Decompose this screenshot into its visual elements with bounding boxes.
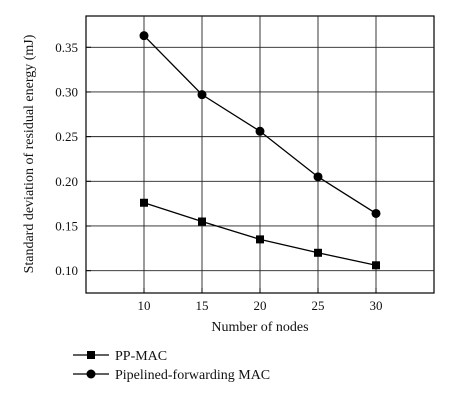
- y-tick-label: 0.10: [55, 263, 78, 278]
- x-tick-label: 30: [370, 298, 383, 313]
- y-tick-label: 0.35: [55, 40, 78, 55]
- x-axis-title: Number of nodes: [211, 320, 308, 335]
- grid-lines: [86, 16, 434, 293]
- legend-label-pipelined-forwarding-mac: Pipelined-forwarding MAC: [115, 368, 270, 383]
- data-point-pipelined-forwarding-mac: [371, 208, 381, 218]
- data-point-pipelined-forwarding-mac: [313, 172, 323, 182]
- data-point-pp-mac: [198, 217, 206, 226]
- legend: PP-MAC Pipelined-forwarding MAC: [73, 349, 270, 383]
- data-point-pp-mac: [140, 198, 148, 207]
- axis-ticks: [86, 46, 377, 293]
- data-point-pipelined-forwarding-mac: [139, 31, 149, 41]
- legend-item-pipelined-forwarding-mac: Pipelined-forwarding MAC: [73, 368, 270, 383]
- x-tick-label: 10: [138, 298, 151, 313]
- y-tick-label: 0.25: [55, 129, 78, 144]
- x-tick-labels: 10 15 20 25 30: [138, 298, 383, 313]
- data-point-pp-mac: [314, 248, 322, 257]
- y-axis-title: Standard deviation of residual energy (m…: [22, 34, 37, 273]
- y-tick-label: 0.30: [55, 84, 78, 99]
- legend-label-pp-mac: PP-MAC: [115, 349, 167, 364]
- x-tick-label: 15: [196, 298, 209, 313]
- legend-marker-pipelined-forwarding-mac: [86, 369, 96, 379]
- data-point-pp-mac: [256, 235, 264, 244]
- y-tick-labels: 0.10 0.15 0.20 0.25 0.30 0.35: [55, 40, 78, 278]
- data-point-pipelined-forwarding-mac: [197, 90, 207, 100]
- series-markers: [139, 31, 381, 270]
- y-tick-label: 0.15: [55, 218, 78, 233]
- x-tick-label: 25: [312, 298, 325, 313]
- data-point-pp-mac: [372, 261, 380, 270]
- x-tick-label: 20: [254, 298, 267, 313]
- y-tick-label: 0.20: [55, 174, 78, 189]
- legend-marker-pp-mac: [87, 351, 95, 359]
- data-point-pipelined-forwarding-mac: [255, 126, 265, 136]
- legend-item-pp-mac: PP-MAC: [73, 349, 167, 364]
